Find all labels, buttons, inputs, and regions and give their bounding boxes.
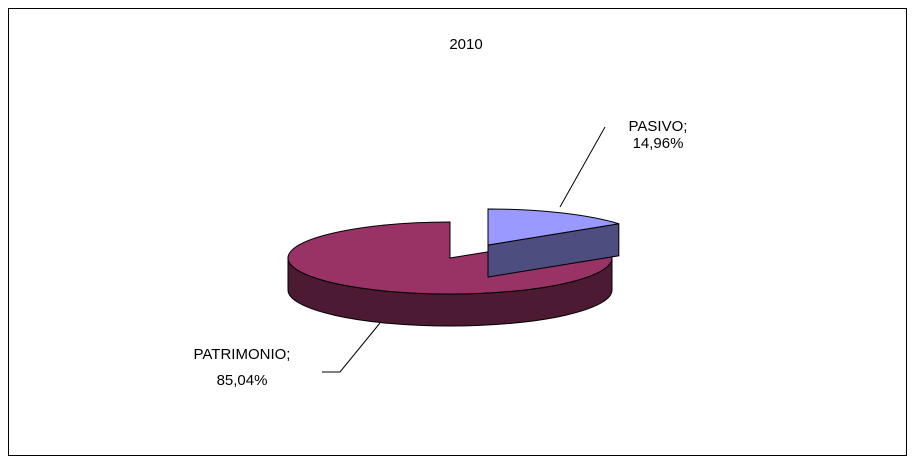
slice-value-label: 14,96% — [633, 135, 684, 152]
slice-value-label: 85,04% — [217, 372, 268, 389]
slice-label: PATRIMONIO; — [194, 346, 291, 363]
slice-label: PASIVO; — [629, 118, 688, 135]
chart-border — [8, 8, 907, 456]
leader-line — [559, 126, 606, 208]
leader-line — [322, 322, 381, 373]
chart-title: 2010 — [449, 36, 482, 53]
pie-slice — [487, 208, 619, 246]
pie-slice — [287, 221, 613, 295]
